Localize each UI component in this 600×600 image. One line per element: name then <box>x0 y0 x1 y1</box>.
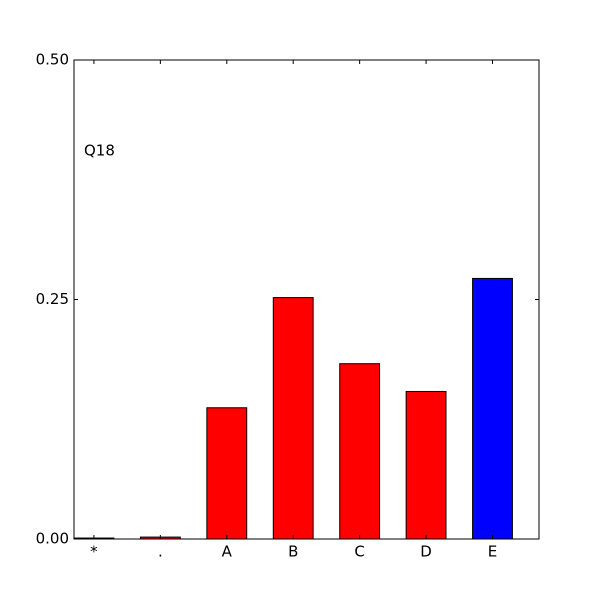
bar <box>272 297 314 540</box>
y-tick-label: 0.25 <box>36 290 69 308</box>
y-tick-label: 0.00 <box>36 530 69 548</box>
x-tick-label: A <box>222 543 233 561</box>
x-tick-label: B <box>288 543 298 561</box>
x-tick-label: E <box>488 543 497 561</box>
bar <box>339 363 381 540</box>
annotation: Q18 <box>84 142 115 160</box>
x-tick-label: * <box>90 543 98 561</box>
plot-frame <box>73 59 540 540</box>
x-tick-label: C <box>354 543 364 561</box>
bar <box>206 407 248 540</box>
y-tick-label: 0.50 <box>36 51 69 69</box>
x-tick-label: . <box>158 543 163 561</box>
bar <box>472 277 513 540</box>
bar <box>405 390 447 540</box>
x-tick-label: D <box>420 543 432 561</box>
